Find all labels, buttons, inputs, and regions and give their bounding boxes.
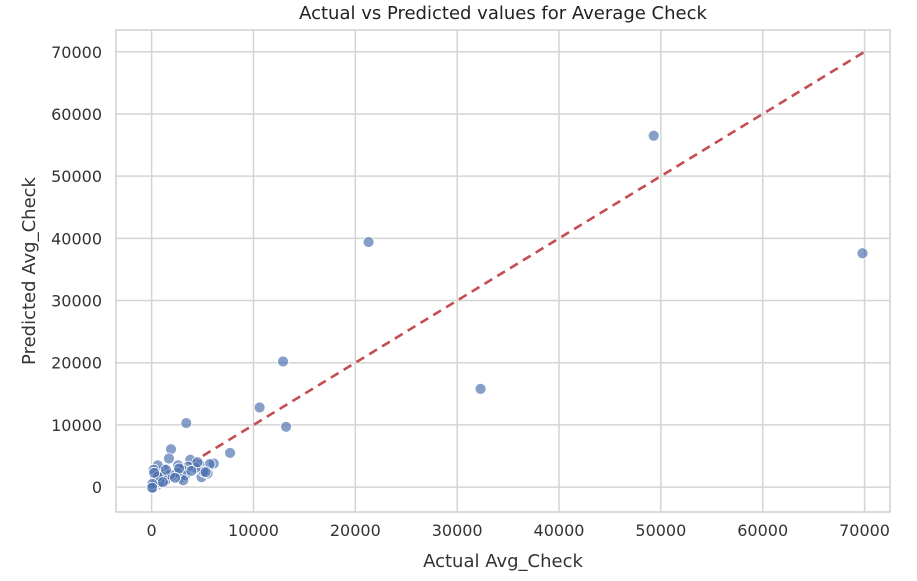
data-point bbox=[199, 466, 212, 479]
y-tick-label: 40000 bbox=[51, 229, 102, 248]
y-tick-label: 50000 bbox=[51, 167, 102, 186]
y-tick-labels: 0 10000 20000 30000 40000 50000 60000 70000 bbox=[51, 43, 102, 497]
data-point bbox=[148, 466, 161, 479]
x-tick-label: 40000 bbox=[534, 521, 585, 540]
data-point bbox=[169, 471, 181, 484]
data-point bbox=[474, 382, 487, 395]
data-point bbox=[180, 417, 193, 429]
reference-line-layer bbox=[150, 50, 866, 489]
grid bbox=[116, 30, 890, 512]
y-tick-label: 20000 bbox=[51, 354, 102, 373]
y-tick-label: 10000 bbox=[51, 416, 102, 435]
x-tick-label: 50000 bbox=[635, 521, 686, 540]
data-point bbox=[156, 476, 169, 489]
x-tick-label: 60000 bbox=[737, 521, 788, 540]
data-point bbox=[163, 452, 175, 465]
data-point bbox=[185, 465, 198, 477]
x-axis-label: Actual Avg_Check bbox=[423, 551, 583, 572]
chart-title: Actual vs Predicted values for Average C… bbox=[299, 3, 707, 24]
data-point bbox=[224, 447, 236, 459]
reference-line bbox=[150, 50, 866, 489]
data-point bbox=[647, 129, 660, 142]
data-point bbox=[856, 247, 869, 260]
y-tick-label: 30000 bbox=[51, 292, 102, 311]
data-point bbox=[362, 236, 375, 248]
data-point bbox=[160, 463, 172, 476]
data-point bbox=[191, 456, 204, 469]
y-axis-label: Predicted Avg_Check bbox=[19, 176, 40, 365]
x-tick-label: 70000 bbox=[839, 521, 890, 540]
x-tick-label: 30000 bbox=[432, 521, 483, 540]
y-tick-label: 70000 bbox=[51, 43, 102, 62]
plot-frame bbox=[115, 29, 891, 513]
x-tick-label: 20000 bbox=[330, 521, 381, 540]
x-tick-label: 10000 bbox=[228, 521, 279, 540]
data-point bbox=[280, 420, 292, 433]
data-point bbox=[146, 481, 159, 494]
y-tick-label: 0 bbox=[92, 478, 102, 497]
y-tick-label: 60000 bbox=[51, 105, 102, 124]
x-tick-label: 0 bbox=[147, 521, 157, 540]
x-tick-labels: 0 10000 20000 30000 40000 50000 60000 70000 bbox=[147, 521, 890, 540]
data-point bbox=[253, 401, 266, 414]
data-point bbox=[277, 355, 289, 368]
data-points bbox=[146, 129, 869, 494]
